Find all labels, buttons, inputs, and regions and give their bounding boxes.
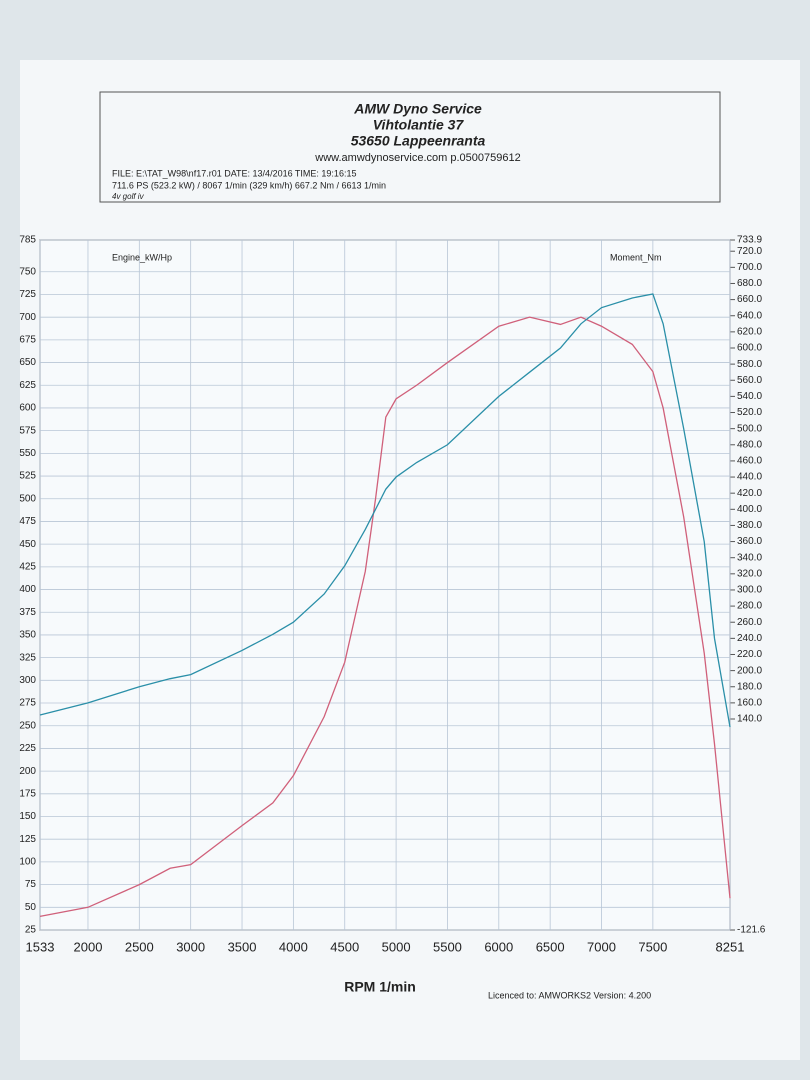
- x-tick-label: 3000: [176, 939, 205, 954]
- y-tick-label: 25: [25, 925, 37, 936]
- x-tick-label: 7000: [587, 939, 616, 954]
- y2-tick-label: 300.0: [737, 585, 762, 596]
- annotation: FILE: E:\TAT_W98\nf17.r01 DATE: 13/4/201…: [112, 168, 356, 178]
- annotation: Licenced to: AMWORKS2 Version: 4.200: [488, 990, 651, 1000]
- y2-tick-label: 140.0: [737, 714, 762, 725]
- y-tick-label: 125: [19, 834, 36, 845]
- y2-tick-label: 680.0: [737, 278, 762, 289]
- x-tick-label: 5000: [382, 939, 411, 954]
- plot-area: [39, 239, 731, 931]
- header-line: AMW Dyno Service: [353, 101, 482, 117]
- y2-tick-label: 320.0: [737, 568, 762, 579]
- y-tick-label: 750: [19, 266, 36, 277]
- y2-tick-label: 280.0: [737, 601, 762, 612]
- x-tick-label: 2500: [125, 939, 154, 954]
- y-tick-label: 150: [19, 811, 36, 822]
- x-tick-label: 2000: [74, 939, 103, 954]
- y-tick-label: 50: [25, 902, 37, 913]
- y-tick-label: 275: [19, 698, 36, 709]
- y2-tick-label: 160.0: [737, 698, 762, 709]
- y-tick-label: 300: [19, 675, 36, 686]
- x-tick-label: 6500: [536, 939, 565, 954]
- y-tick-label: 600: [19, 403, 36, 414]
- x-tick-label: 4500: [330, 939, 359, 954]
- y2-tick-label: 500.0: [737, 423, 762, 434]
- y2-tick-label: 640.0: [737, 310, 762, 321]
- x-tick-label: 3500: [228, 939, 257, 954]
- header-box: [99, 91, 721, 203]
- y-tick-label: 700: [19, 312, 36, 323]
- annotation: 711.6 PS (523.2 kW) / 8067 1/min (329 km…: [112, 180, 386, 190]
- y2-tick-label: 600.0: [737, 343, 762, 354]
- y-tick-label: 350: [19, 630, 36, 641]
- y2-tick-label: 460.0: [737, 456, 762, 467]
- y2-tick-label: 260.0: [737, 617, 762, 628]
- y2-tick-label: 240.0: [737, 633, 762, 644]
- y2-tick-label: 720.0: [737, 246, 762, 257]
- y2-tick-label: 560.0: [737, 375, 762, 386]
- header-line: www.amwdynoservice.com p.0500759612: [314, 152, 520, 164]
- y2-tick-label: 180.0: [737, 681, 762, 692]
- annotation: 4v golf iv: [112, 192, 145, 201]
- y-tick-label: 325: [19, 652, 36, 663]
- y-tick-label: 250: [19, 720, 36, 731]
- y-tick-label: 225: [19, 743, 36, 754]
- y2-tick-label: 340.0: [737, 552, 762, 563]
- y-tick-label: 175: [19, 788, 36, 799]
- y-tick-label: 575: [19, 425, 36, 436]
- y-tick-label: 75: [25, 879, 37, 890]
- header-line: 53650 Lappeenranta: [351, 133, 486, 149]
- y2-tick-label: 480.0: [737, 439, 762, 450]
- y-tick-label: 100: [19, 857, 36, 868]
- series-line: [39, 316, 731, 918]
- x-tick-label: 4000: [279, 939, 308, 954]
- y2-tick-label: 400.0: [737, 504, 762, 515]
- y-tick-label: 675: [19, 335, 36, 346]
- y2-tick-label: 540.0: [737, 391, 762, 402]
- series-line: [39, 293, 731, 728]
- x-tick-label: 5500: [433, 939, 462, 954]
- legend-label: Moment_Nm: [610, 252, 662, 262]
- y-tick-label: 475: [19, 516, 36, 527]
- y-tick-label: 400: [19, 584, 36, 595]
- legend-label: Engine_kW/Hp: [112, 252, 172, 262]
- y2-tick-label: 520.0: [737, 407, 762, 418]
- y2-tick-label: 733.9: [737, 235, 762, 246]
- y2-tick-label: 420.0: [737, 488, 762, 499]
- y2-tick-label: 360.0: [737, 536, 762, 547]
- y2-tick-label: 200.0: [737, 665, 762, 676]
- x-tick-label: 6000: [484, 939, 513, 954]
- y-tick-label: 525: [19, 471, 36, 482]
- y-tick-label: 450: [19, 539, 36, 550]
- y-tick-label: 650: [19, 357, 36, 368]
- y2-tick-label: -121.6: [737, 925, 766, 936]
- y2-tick-label: 580.0: [737, 359, 762, 370]
- y2-tick-label: 220.0: [737, 649, 762, 660]
- y-tick-label: 785: [19, 235, 36, 246]
- y-tick-label: 550: [19, 448, 36, 459]
- x-tick-label: 1533: [26, 939, 55, 954]
- y2-tick-label: 380.0: [737, 520, 762, 531]
- y2-tick-label: 700.0: [737, 262, 762, 273]
- y-tick-label: 625: [19, 380, 36, 391]
- header-line: Vihtolantie 37: [373, 117, 465, 133]
- y-tick-label: 500: [19, 493, 36, 504]
- y-tick-label: 200: [19, 766, 36, 777]
- y-tick-label: 725: [19, 289, 36, 300]
- y-tick-label: 425: [19, 561, 36, 572]
- y2-tick-label: 440.0: [737, 472, 762, 483]
- x-tick-label: 8251: [716, 939, 745, 954]
- y-tick-label: 375: [19, 607, 36, 618]
- y2-tick-label: 620.0: [737, 327, 762, 338]
- x-axis-label: RPM 1/min: [344, 979, 416, 995]
- y2-tick-label: 660.0: [737, 294, 762, 305]
- x-tick-label: 7500: [638, 939, 667, 954]
